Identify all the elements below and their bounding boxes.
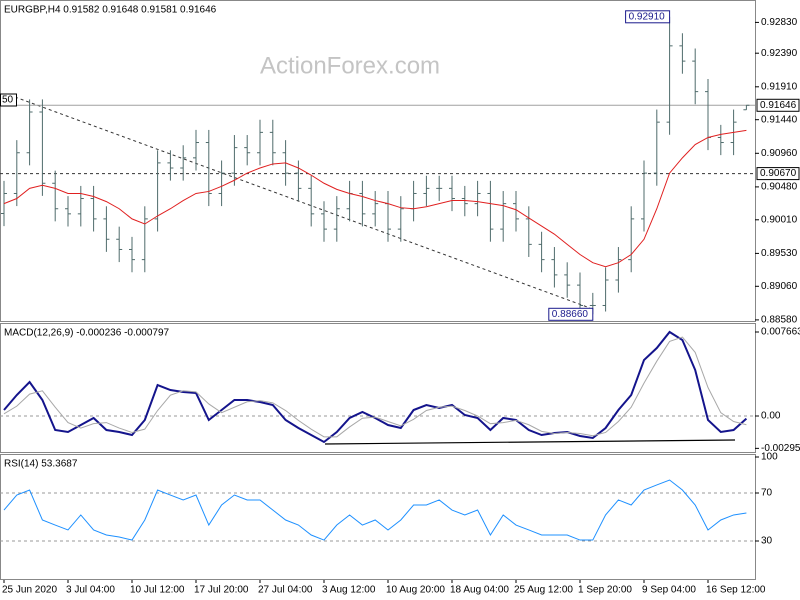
y-tick-label: 0.88580 [761,315,798,326]
watermark: ActionForex.com [260,52,440,79]
series-line [3,336,747,438]
series-line [3,129,747,268]
x-tick-label: 3 Aug 12:00 [322,585,376,596]
y-tick-label: 0.89060 [761,281,798,292]
macd-trend-line [324,439,736,445]
pane-frame [0,0,756,322]
x-tick-label: 10 Jul 12:00 [130,585,185,596]
price-label: 0.91646 [760,100,797,111]
y-tick-label: 0.00 [761,411,781,422]
pane-title: MACD(12,26,9) -0.000236 -0.000797 [4,328,170,339]
x-tick-label: 9 Sep 04:00 [642,585,696,596]
x-tick-label: 25 Aug 12:00 [514,585,573,596]
series-line [3,330,748,444]
y-tick-label: 0.89530 [761,248,798,259]
series-line [3,479,747,541]
annotation-label: 50 [2,95,14,106]
pane-frame [0,454,756,580]
price-label: 0.90670 [760,168,797,179]
x-tick-label: 1 Sep 20:00 [578,585,632,596]
x-tick-label: 25 Jun 2020 [2,585,57,596]
pane-title: EURGBP,H4 0.91582 0.91648 0.91581 0.9164… [4,5,217,16]
y-tick-label: 0.92390 [761,48,798,59]
y-tick-label: 0.92830 [761,17,798,28]
annotation-label: 0.88660 [552,309,589,320]
x-tick-label: 27 Jul 04:00 [258,585,313,596]
trend-line [14,96,591,309]
y-tick-label: 0.90010 [761,214,798,225]
x-tick-label: 3 Jul 04:00 [66,585,115,596]
x-tick-label: 18 Aug 04:00 [450,585,509,596]
annotation-box [625,10,671,24]
x-tick-label: 17 Jul 20:00 [194,585,249,596]
annotation-box [0,93,17,107]
y-tick-label: 0.91910 [761,81,798,92]
y-tick-label: -0.002952 [761,443,800,454]
annotation-box [548,307,594,321]
y-tick-label: 0.91440 [761,114,798,125]
y-tick-label: 70 [761,488,773,499]
y-tick-label: 0.90480 [761,182,798,193]
y-tick-label: 0.90960 [761,148,798,159]
price-label-box [756,167,800,181]
pane-frame [0,323,756,453]
price-label-box [756,98,800,112]
y-tick-label: 30 [761,536,773,547]
pane-title: RSI(14) 53.3687 [4,459,78,470]
y-tick-label: 100 [761,452,778,463]
x-tick-label: 10 Aug 20:00 [386,585,445,596]
x-tick-label: 16 Sep 12:00 [706,585,766,596]
annotation-label: 0.92910 [629,11,666,22]
y-tick-label: 0.007663 [761,327,800,338]
